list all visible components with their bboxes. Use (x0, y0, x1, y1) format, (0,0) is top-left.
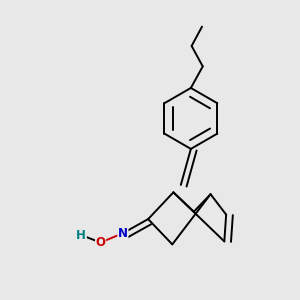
Text: H: H (76, 229, 86, 242)
Text: O: O (96, 236, 106, 249)
Text: N: N (118, 227, 128, 240)
